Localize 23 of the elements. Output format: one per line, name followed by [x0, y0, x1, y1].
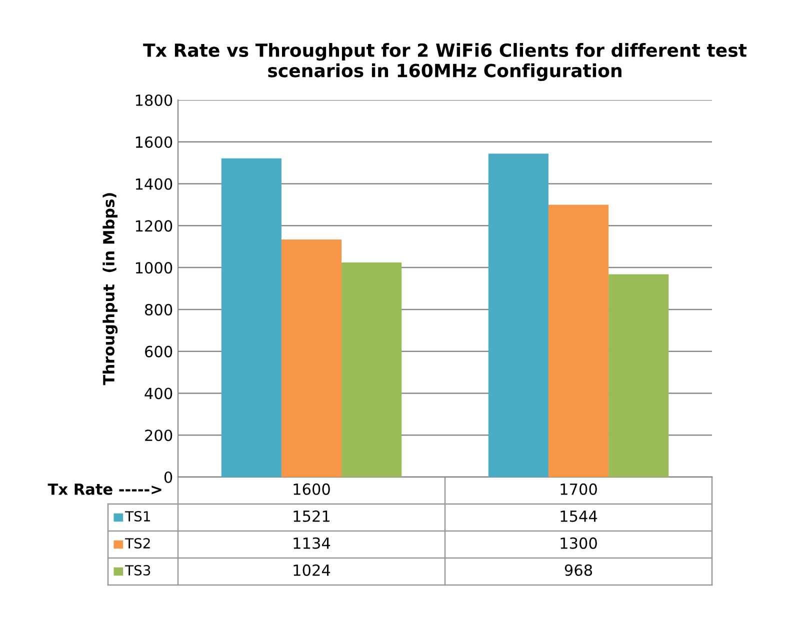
y-tick-label: 800 — [145, 304, 172, 316]
data-label: 968 — [564, 564, 592, 576]
data-label: 1544 — [560, 510, 598, 522]
data-label: 1024 — [294, 564, 330, 576]
y-tick-label: 600 — [145, 346, 172, 358]
y-tick-label: 1200 — [136, 220, 172, 232]
data-label: 1300 — [560, 537, 597, 549]
x-tick-label: 1700 — [560, 483, 597, 495]
y-tick-label: 1000 — [136, 262, 172, 274]
y-tick-label: 1800 — [136, 94, 172, 106]
legend-label: TS1 — [125, 511, 150, 522]
legend-label: TS2 — [125, 538, 150, 549]
x-axis-title: Tx Rate -----> — [48, 484, 162, 495]
y-axis-title: Throughput (in Mbps) — [102, 193, 118, 386]
y-tick-label: 0 — [164, 471, 172, 484]
legend-label: TS3 — [125, 565, 150, 576]
chart-title: Tx Rate vs Throughput for 2 WiFi6 Clients for different test scenarios in 160MHz Configuration — [143, 43, 747, 81]
y-tick-label: 1400 — [136, 178, 172, 190]
y-tick-label: 400 — [144, 388, 172, 400]
data-label: 1521 — [294, 510, 330, 522]
data-label: 1134 — [294, 537, 330, 549]
y-tick-label: 1600 — [136, 136, 172, 148]
y-tick-label: 200 — [145, 430, 172, 442]
